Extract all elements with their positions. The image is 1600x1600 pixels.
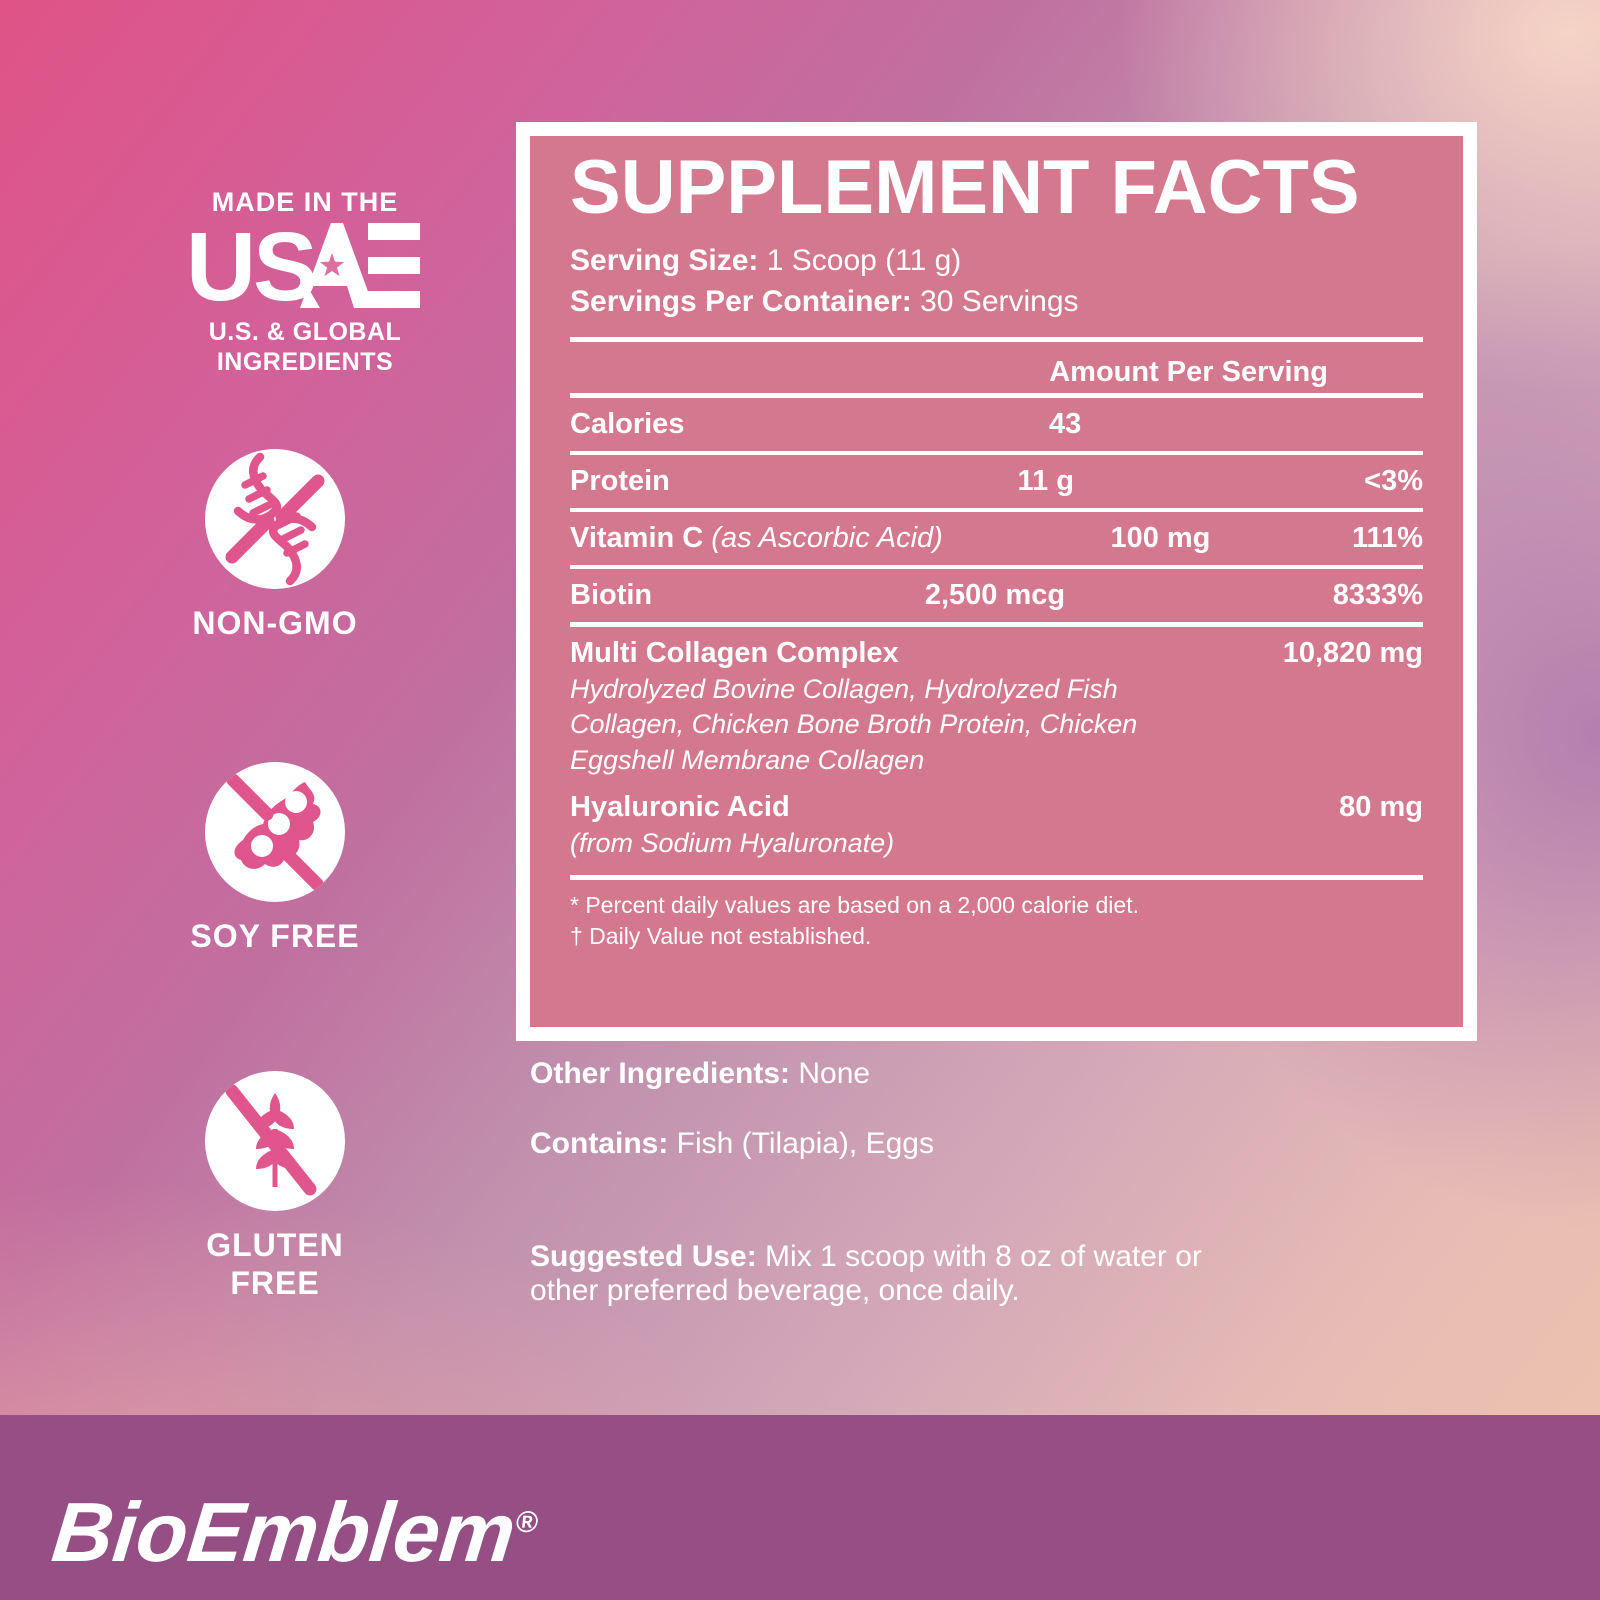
- svg-text:US: US: [190, 220, 315, 315]
